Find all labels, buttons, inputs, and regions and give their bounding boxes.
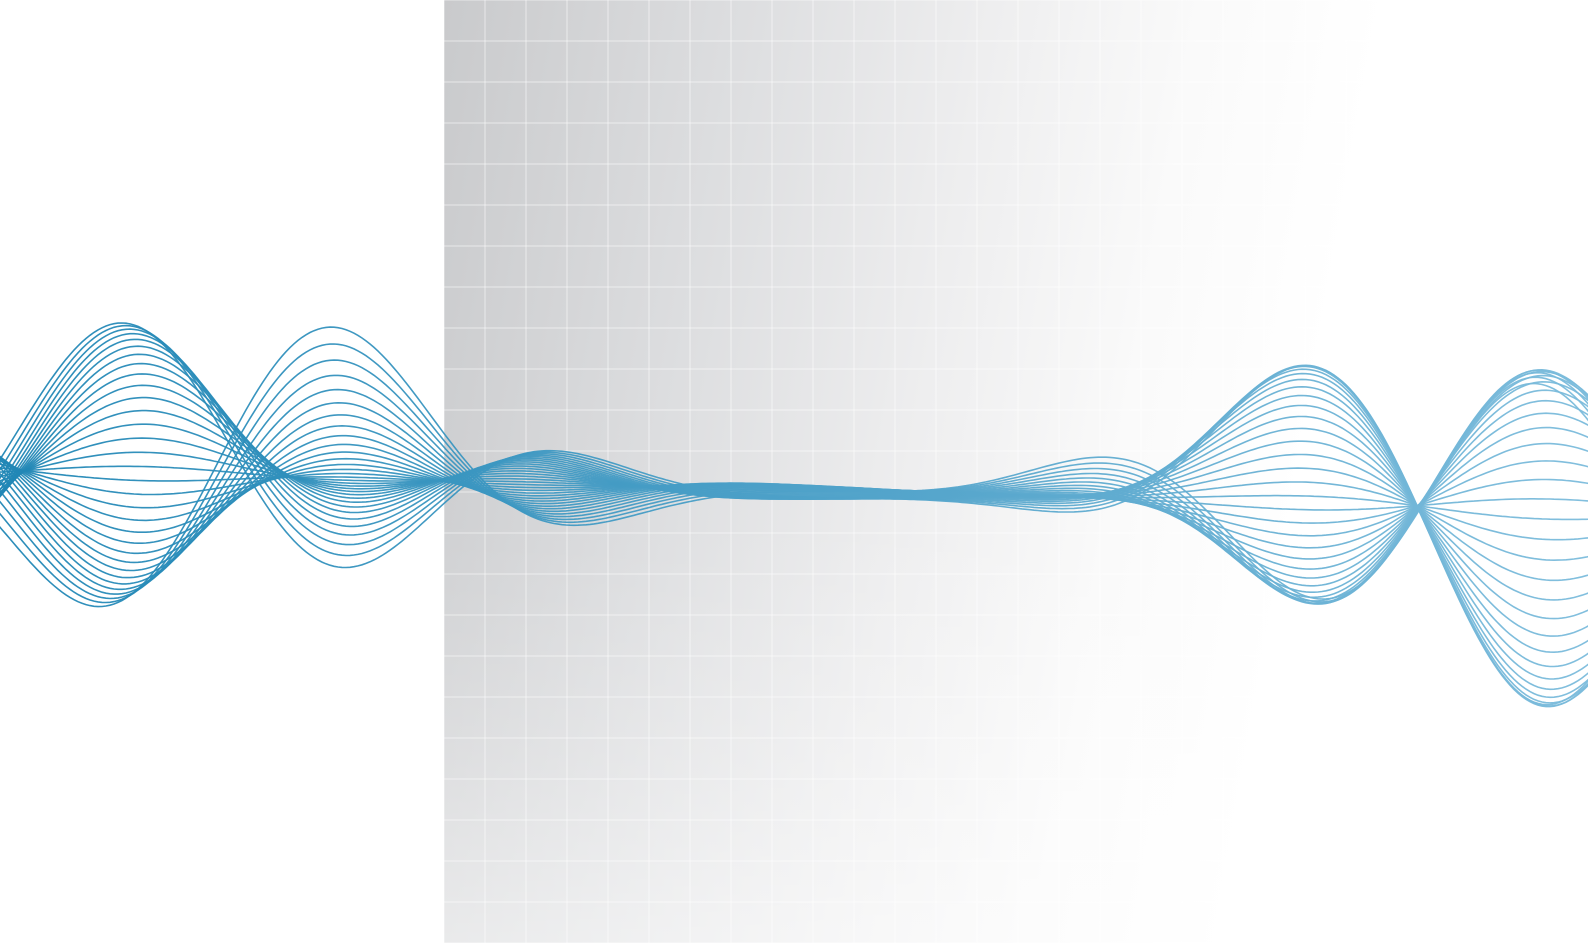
wave-line: [0, 324, 1588, 708]
wave-line: [0, 343, 1588, 604]
wave-line: [0, 328, 1588, 707]
wave-line: [0, 384, 1588, 637]
wave-line: [0, 423, 1588, 582]
wave-line: [0, 359, 1588, 605]
wave-line: [0, 326, 1588, 608]
wave-line: [0, 409, 1588, 601]
wave-line: [0, 322, 1588, 706]
wave-line: [0, 437, 1588, 562]
wave-lines: [0, 322, 1588, 708]
